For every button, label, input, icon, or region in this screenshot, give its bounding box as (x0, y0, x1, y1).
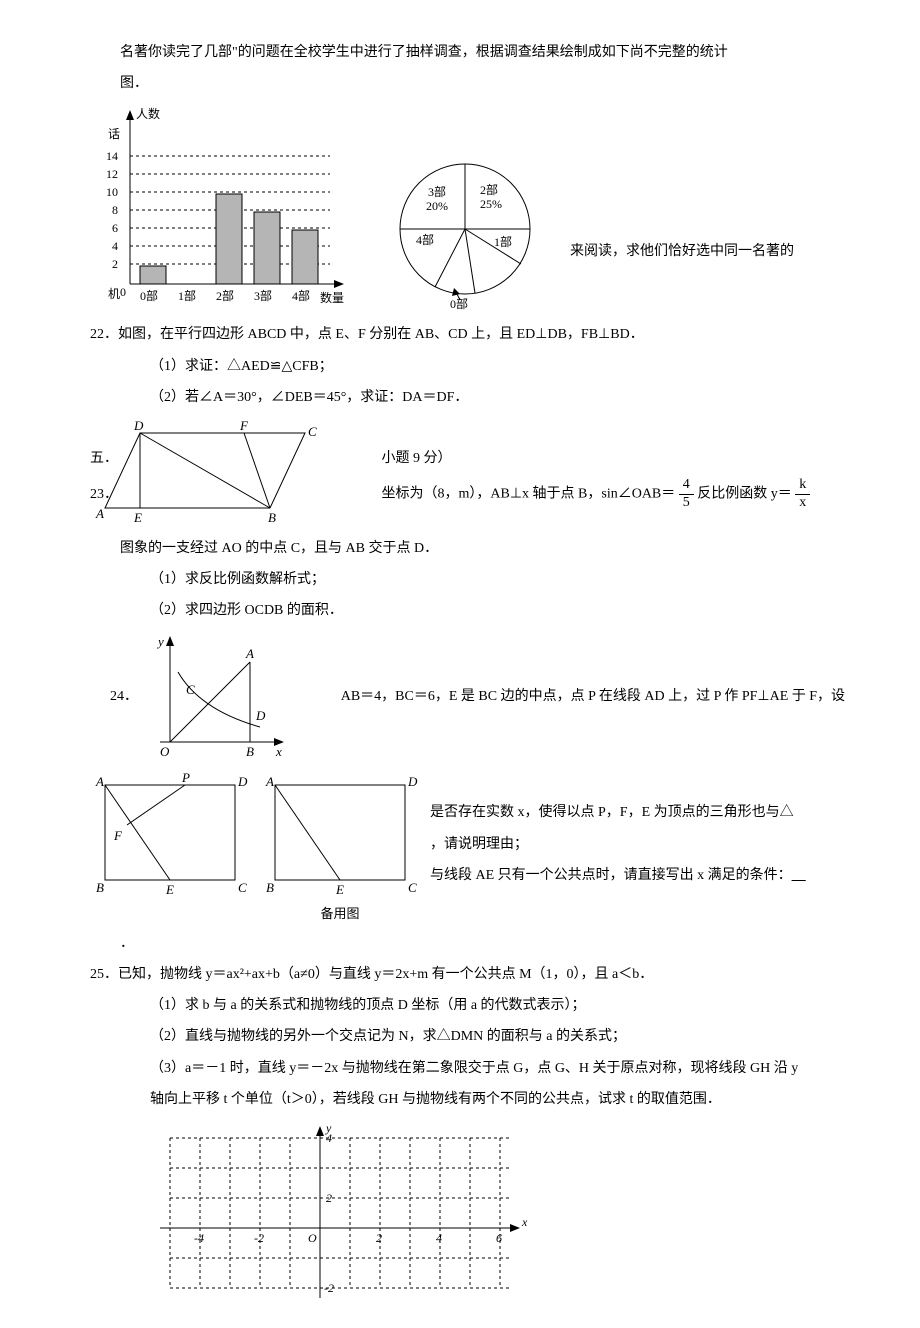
svg-text:1部: 1部 (494, 234, 512, 249)
q25-p2: （2）直线与抛物线的另外一个交点记为 N，求△DMN 的面积与 a 的关系式； (90, 1024, 860, 1049)
svg-text:D: D (133, 418, 144, 433)
bar-x-label: 数量 (320, 290, 344, 305)
svg-text:1部: 1部 (178, 288, 196, 303)
q23-p2: （2）求四边形 OCDB 的面积． (90, 598, 860, 623)
svg-text:20%: 20% (426, 199, 448, 213)
q25-p3b: 轴向上平移 t 个单位（t＞0），若线段 GH 与抛物线有两个不同的公共点，试求… (90, 1087, 860, 1112)
svg-text:4部: 4部 (416, 232, 434, 247)
q22-stem: 22．如图，在平行四边形 ABCD 中，点 E、F 分别在 AB、CD 上，且 … (90, 322, 860, 347)
bar-chart: 人数 话 机 数量 0 2 4 6 8 10 12 14 (90, 104, 360, 314)
svg-text:-2: -2 (254, 1231, 264, 1245)
svg-text:2部: 2部 (216, 288, 234, 303)
frac-k-x: kx (795, 477, 810, 512)
svg-text:2部: 2部 (480, 182, 498, 197)
q22-fig-row: A B C D E F 五． 小题 9 分） 23． 坐标为（8，m），AB⊥x… (90, 418, 860, 528)
svg-text:y: y (156, 634, 164, 649)
q24-mid-b: ，请说明理由； (430, 832, 860, 857)
q23-p1: （1）求反比例函数解析式； (90, 567, 860, 592)
svg-text:P: P (181, 770, 190, 785)
svg-text:A: A (265, 774, 274, 789)
charts-row: 人数 话 机 数量 0 2 4 6 8 10 12 14 (90, 104, 860, 314)
intro-line2: 图． (90, 71, 860, 96)
svg-text:25%: 25% (480, 197, 502, 211)
svg-text:O: O (308, 1231, 317, 1245)
q24-mid-c: 与线段 AE 只有一个公共点时，请直接写出 x 满足的条件：＿ (430, 863, 860, 888)
svg-text:-4: -4 (194, 1231, 204, 1245)
svg-text:E: E (335, 882, 344, 897)
svg-text:B: B (266, 880, 274, 895)
q22-figure: A B C D E F (90, 418, 330, 528)
q24-backup-caption: 备用图 (260, 902, 420, 925)
svg-text:8: 8 (112, 203, 118, 217)
bar-4 (292, 230, 318, 284)
svg-text:B: B (268, 510, 276, 525)
svg-text:x: x (275, 744, 282, 759)
q23-figure: y x O A B C D (140, 632, 290, 762)
q23-fig-row: y x O A B C D 24． AB＝4，BC＝6，E 是 BC 边的中点，… (90, 632, 860, 762)
intro-tail: 来阅读，求他们恰好选中同一名著的 (570, 239, 860, 314)
q23-stem: 23． 坐标为（8，m），AB⊥x 轴于点 B，sin∠OAB＝ 45 反比例函… (350, 477, 860, 512)
svg-text:4: 4 (436, 1231, 442, 1245)
q24-stem-wrap: 24． AB＝4，BC＝6，E 是 BC 边的中点，点 P 在线段 AD 上，过… (310, 684, 860, 709)
svg-text:10: 10 (106, 185, 118, 199)
svg-text:F: F (239, 418, 249, 433)
bar-left-marker: 话 (108, 127, 120, 141)
svg-text:A: A (95, 506, 104, 521)
svg-text:D: D (407, 774, 418, 789)
section-5: 五． 小题 9 分） (350, 446, 860, 471)
svg-text:3部: 3部 (254, 288, 272, 303)
svg-text:6: 6 (112, 221, 118, 235)
svg-text:A: A (245, 646, 254, 661)
frac-4-5: 45 (679, 477, 694, 512)
svg-text:D: D (255, 708, 266, 723)
svg-text:4部: 4部 (292, 288, 310, 303)
svg-text:C: C (408, 880, 417, 895)
svg-text:4: 4 (326, 1131, 332, 1145)
svg-text:C: C (238, 880, 247, 895)
svg-text:B: B (246, 744, 254, 759)
q24-mid-a: 是否存在实数 x，使得以点 P，F，E 为顶点的三角形也与△ (430, 800, 860, 825)
bar-y-label: 人数 (136, 106, 160, 121)
q22-p2: （2）若∠A＝30°，∠DEB＝45°，求证：DA＝DF． (90, 385, 860, 410)
q25-stem: 25．已知，抛物线 y＝ax²+ax+b（a≠0）与直线 y＝2x+m 有一个公… (90, 962, 860, 987)
intro-line1: 名著你读完了几部"的问题在全校学生中进行了抽样调查，根据调查结果绘制成如下尚不完… (90, 40, 860, 65)
svg-text:2: 2 (326, 1191, 332, 1205)
svg-text:6: 6 (496, 1231, 502, 1245)
svg-text:x: x (521, 1215, 528, 1229)
q24-figure-backup: A D B C E (260, 770, 420, 900)
q25-grid: x y O -4 -2 2 4 6 2 4 -2 (150, 1118, 530, 1308)
svg-text:-2: -2 (324, 1281, 334, 1295)
svg-text:2: 2 (376, 1231, 382, 1245)
bar-2 (216, 194, 242, 284)
q24-figure-main: A D B C E P F (90, 770, 250, 900)
svg-text:0: 0 (120, 285, 126, 299)
q23-line2: 图象的一支经过 AO 的中点 C，且与 AB 交于点 D． (90, 536, 860, 561)
svg-text:14: 14 (106, 149, 118, 163)
q24-fig-row: A D B C E P F A D B C E (90, 770, 860, 925)
svg-text:2: 2 (112, 257, 118, 271)
q25-grid-wrap: x y O -4 -2 2 4 6 2 4 -2 (90, 1118, 860, 1308)
svg-text:4: 4 (112, 239, 118, 253)
svg-text:E: E (165, 882, 174, 897)
q22-p1: （1）求证：△AED≌△CFB； (90, 354, 860, 379)
svg-text:12: 12 (106, 167, 118, 181)
svg-text:O: O (160, 744, 170, 759)
pie-chart: 2部 25% 1部 0部 4部 3部 20% (380, 144, 550, 314)
svg-text:E: E (133, 510, 142, 525)
bar-left-marker2: 机 (108, 287, 120, 301)
bar-0 (140, 266, 166, 284)
q25-p3a: （3）a＝－1 时，直线 y＝－2x 与抛物线在第二象限交于点 G，点 G、H … (90, 1056, 860, 1081)
bar-3 (254, 212, 280, 284)
svg-text:A: A (95, 774, 104, 789)
svg-text:D: D (237, 774, 248, 789)
svg-text:F: F (113, 828, 123, 843)
svg-text:C: C (186, 682, 195, 697)
svg-text:3部: 3部 (428, 184, 446, 199)
svg-text:0部: 0部 (140, 288, 158, 303)
svg-text:C: C (308, 424, 317, 439)
q25-p1: （1）求 b 与 a 的关系式和抛物线的顶点 D 坐标（用 a 的代数式表示）； (90, 993, 860, 1018)
svg-text:B: B (96, 880, 104, 895)
q24-dot: ． (90, 931, 860, 956)
